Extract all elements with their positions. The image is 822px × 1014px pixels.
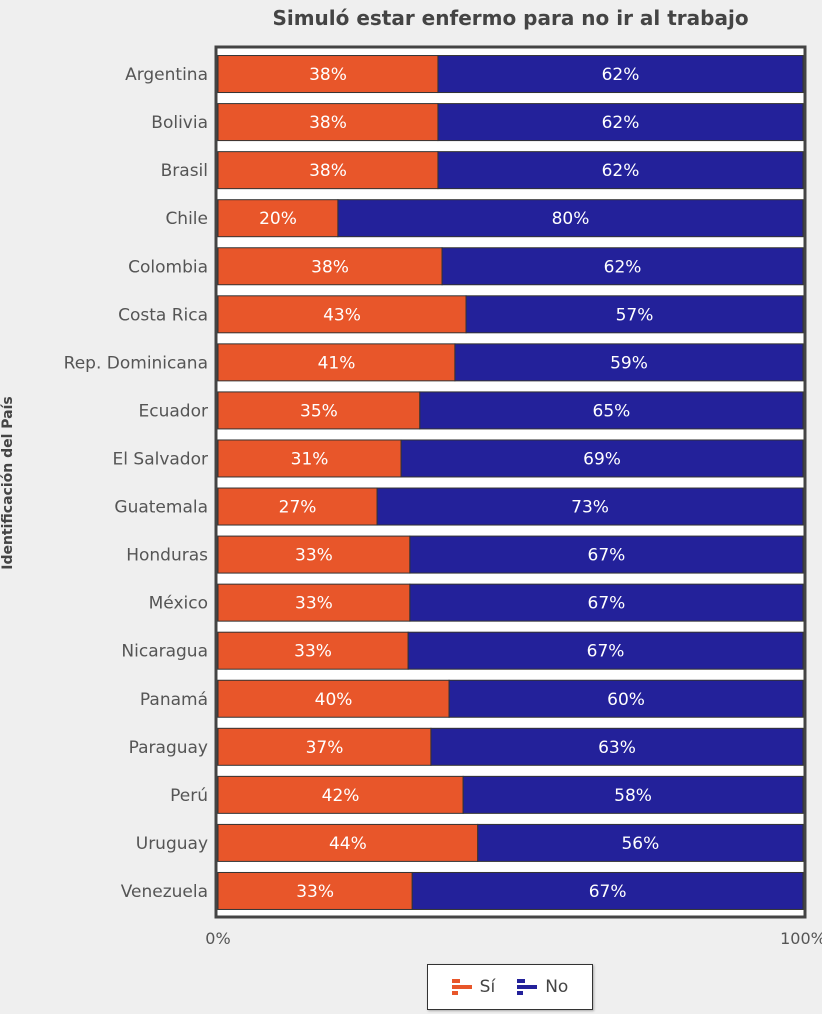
plot-frame: [214, 45, 807, 919]
data-label: 69%: [583, 449, 621, 469]
data-label: 31%: [291, 449, 329, 469]
data-label: 41%: [318, 353, 356, 373]
legend: Sí No: [427, 964, 593, 1010]
category-label: Nicaragua: [121, 642, 208, 662]
data-label: 43%: [323, 305, 361, 325]
bar-no: [409, 583, 804, 622]
bar-no: [409, 535, 804, 574]
legend-swatch-no-icon: [517, 977, 538, 997]
bar-no: [441, 247, 804, 286]
bar-si: [217, 439, 402, 478]
chart-title: Simuló estar enfermo para no ir al traba…: [272, 6, 749, 30]
data-label: 33%: [296, 882, 334, 902]
bar-no: [376, 487, 804, 526]
data-label: 38%: [311, 257, 349, 277]
data-label: 38%: [309, 161, 347, 181]
data-label: 67%: [589, 882, 627, 902]
category-label: Rep. Dominicana: [64, 353, 208, 373]
bar-no: [419, 391, 804, 430]
category-label: Venezuela: [121, 882, 208, 902]
data-label: 44%: [329, 834, 367, 854]
data-label: 20%: [259, 209, 297, 229]
bar-si: [217, 727, 432, 766]
category-label: Paraguay: [129, 738, 208, 758]
data-label: 56%: [621, 834, 659, 854]
bar-no: [454, 343, 804, 382]
category-label: Honduras: [126, 546, 208, 566]
data-label: 33%: [295, 594, 333, 614]
legend-item-no[interactable]: No: [517, 977, 568, 997]
bar-si: [217, 871, 413, 910]
bar-no: [430, 727, 804, 766]
bar-si: [217, 391, 421, 430]
data-label: 67%: [588, 594, 626, 614]
bar-no: [448, 679, 804, 718]
bar-si: [217, 487, 378, 526]
data-label: 65%: [593, 401, 631, 421]
category-label: El Salvador: [113, 449, 208, 469]
category-label: Ecuador: [139, 401, 208, 421]
bar-si: [217, 631, 409, 670]
data-label: 62%: [604, 257, 642, 277]
bar-si: [217, 583, 411, 622]
bar-si: [217, 247, 443, 286]
data-label: 67%: [587, 642, 625, 662]
data-label: 73%: [571, 498, 609, 518]
category-label: Bolivia: [151, 113, 208, 133]
legend-label-si: Sí: [479, 977, 496, 997]
data-label: 80%: [552, 209, 590, 229]
bar-no: [400, 439, 804, 478]
data-label: 38%: [309, 65, 347, 85]
data-label: 42%: [322, 786, 360, 806]
data-label: 59%: [610, 353, 648, 373]
bar-no: [437, 55, 804, 94]
data-label: 40%: [315, 690, 353, 710]
category-label: Brasil: [161, 161, 208, 181]
category-label: México: [149, 594, 208, 614]
bar-no: [477, 823, 804, 862]
bar-si: [217, 55, 439, 94]
data-label: 62%: [602, 65, 640, 85]
data-label: 35%: [300, 401, 338, 421]
category-label: Chile: [165, 209, 208, 229]
bar-no: [462, 775, 804, 814]
x-tick-label: 0%: [205, 929, 230, 948]
bar-no: [465, 295, 804, 334]
data-label: 60%: [607, 690, 645, 710]
bar-si: [217, 343, 456, 382]
data-label: 62%: [602, 113, 640, 133]
data-label: 58%: [614, 786, 652, 806]
legend-item-si[interactable]: Sí: [451, 977, 496, 997]
data-label: 38%: [309, 113, 347, 133]
bar-no: [437, 151, 804, 190]
bar-si: [217, 199, 339, 238]
category-label: Guatemala: [114, 498, 208, 518]
data-label: 33%: [294, 642, 332, 662]
data-label: 57%: [616, 305, 654, 325]
data-label: 63%: [598, 738, 636, 758]
bar-si: [217, 535, 411, 574]
bar-si: [217, 295, 467, 334]
bar-no: [337, 199, 804, 238]
bar-si: [217, 151, 439, 190]
data-label: 33%: [295, 546, 333, 566]
category-label: Colombia: [128, 257, 208, 277]
category-label: Argentina: [125, 65, 208, 85]
legend-swatch-si-icon: [451, 977, 472, 997]
bar-no: [407, 631, 804, 670]
category-label: Panamá: [140, 690, 208, 710]
category-label: Uruguay: [136, 834, 208, 854]
bar-chart: Argentina 38% 62% Bolivia 38% 62% Brasil 38% 62%…: [64, 45, 822, 948]
data-label: 67%: [588, 546, 626, 566]
bar-no: [437, 103, 804, 142]
bar-si: [217, 103, 439, 142]
data-label: 62%: [602, 161, 640, 181]
legend-label-no: No: [545, 977, 569, 997]
data-label: 37%: [306, 738, 344, 758]
category-label: Perú: [170, 786, 208, 806]
data-label: 27%: [279, 498, 317, 518]
category-label: Costa Rica: [118, 305, 208, 325]
x-tick-label: 100%: [780, 929, 822, 948]
bar-no: [411, 871, 804, 910]
